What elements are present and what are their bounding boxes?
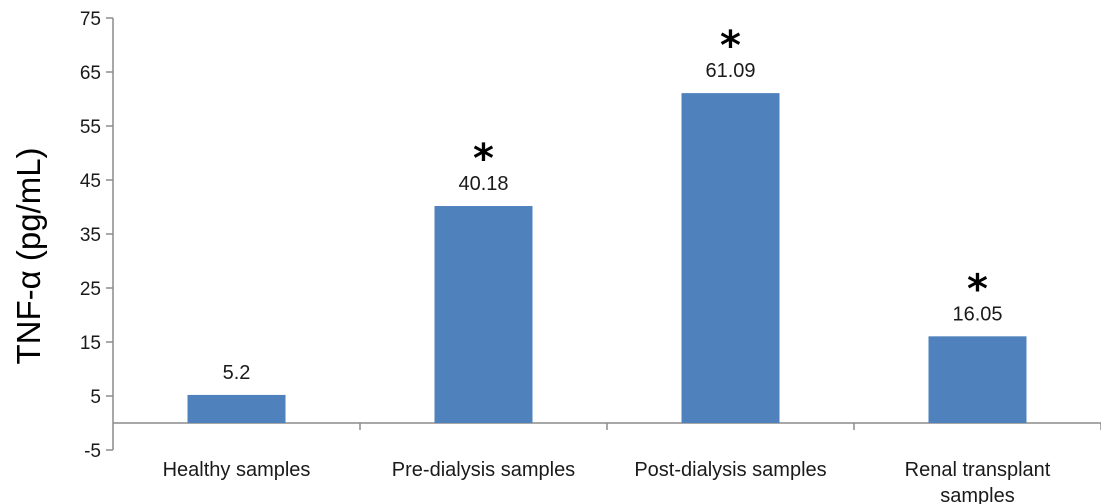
y-tick-label: 75 xyxy=(80,9,101,30)
y-tick-label: 25 xyxy=(80,279,101,300)
category-label: Renal transplant xyxy=(905,459,1051,481)
data-label: 5.2 xyxy=(223,362,251,384)
category-label: Healthy samples xyxy=(163,459,311,481)
category-label: samples xyxy=(940,485,1014,504)
data-label: 16.05 xyxy=(952,303,1002,325)
data-label: 61.09 xyxy=(705,60,755,82)
y-tick-label: 35 xyxy=(80,225,101,246)
y-axis-label: TNF-α (pg/mL) xyxy=(10,147,47,364)
significance-marker: * xyxy=(473,136,494,182)
significance-marker: * xyxy=(967,266,988,312)
y-tick-label: 45 xyxy=(80,171,101,192)
significance-marker: * xyxy=(720,23,741,69)
bar xyxy=(187,394,286,423)
bar xyxy=(681,93,780,423)
bar xyxy=(928,336,1027,423)
y-tick-label: 5 xyxy=(90,387,101,408)
category-label: Post-dialysis samples xyxy=(634,459,826,481)
category-label: Pre-dialysis samples xyxy=(392,459,575,481)
y-tick-label: -5 xyxy=(84,441,101,462)
bar xyxy=(434,206,533,423)
y-tick-label: 55 xyxy=(80,117,101,138)
data-label: 40.18 xyxy=(458,173,508,195)
y-tick-label: 65 xyxy=(80,63,101,84)
y-tick-label: 15 xyxy=(80,333,101,354)
